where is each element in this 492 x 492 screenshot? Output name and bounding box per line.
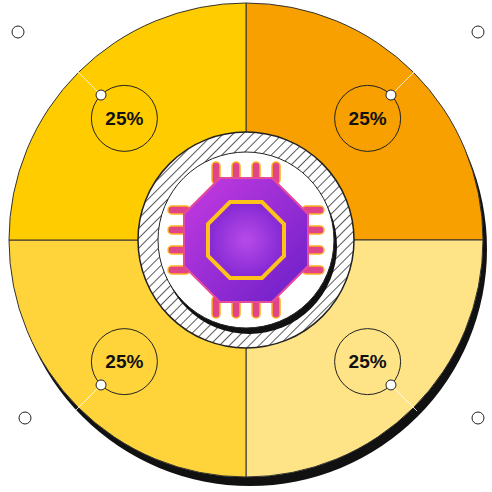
svg-text:25%: 25% — [349, 351, 387, 372]
svg-text:25%: 25% — [105, 108, 143, 129]
svg-text:25%: 25% — [105, 351, 143, 372]
svg-text:25%: 25% — [349, 108, 387, 129]
